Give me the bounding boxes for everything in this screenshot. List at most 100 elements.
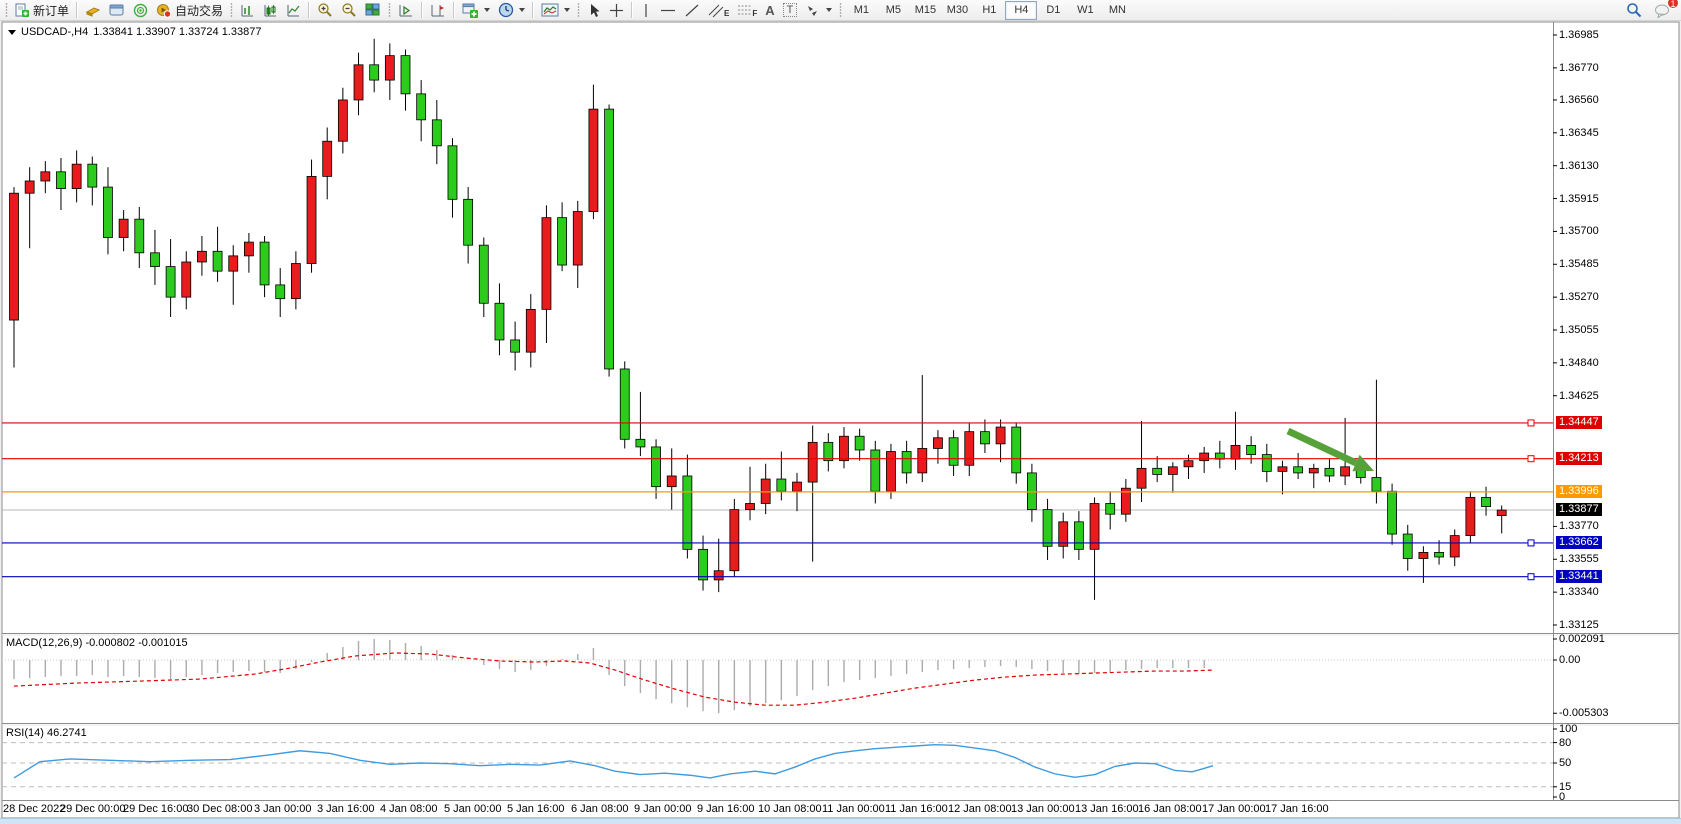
rsi-tick-label: 50 xyxy=(1559,757,1572,769)
price-level-badge: 1.33441 xyxy=(1556,570,1602,583)
new-chart-button[interactable] xyxy=(458,0,494,21)
timeframe-button-m30[interactable]: M30 xyxy=(946,4,969,16)
text-label-tool-button[interactable]: T xyxy=(779,0,802,21)
rsi-tick-label: 100 xyxy=(1559,723,1578,735)
toolbar-separator xyxy=(308,2,311,18)
horizontal-scrollbar[interactable] xyxy=(0,818,1681,824)
chart-shift-button[interactable] xyxy=(426,0,450,21)
templates-button[interactable] xyxy=(537,0,574,21)
timeframe-button-d1[interactable]: D1 xyxy=(1046,4,1061,16)
zoom-in-button[interactable] xyxy=(313,0,337,21)
horizontal-line-icon xyxy=(661,9,676,11)
timeframe-button-w1[interactable]: W1 xyxy=(1077,4,1094,16)
timeframe-button-m15[interactable]: M15 xyxy=(914,4,937,16)
chart-window[interactable] xyxy=(2,22,1679,818)
bar-chart-mode-button[interactable] xyxy=(236,0,259,21)
time-tick-label: 17 Jan 16:00 xyxy=(1265,803,1329,815)
toolbar-grip[interactable] xyxy=(229,3,235,17)
search-button[interactable] xyxy=(1622,0,1646,21)
macd-tick-label: 0.00 xyxy=(1559,654,1581,666)
equidistant-channel-tool-button[interactable]: E xyxy=(704,0,733,21)
toolbar-grip[interactable] xyxy=(4,3,9,17)
market-watch-button[interactable] xyxy=(81,0,105,21)
toolbar-separator xyxy=(76,2,79,18)
arrows-tool-button[interactable] xyxy=(801,0,836,21)
fibonacci-tool-button[interactable]: F xyxy=(733,0,761,21)
chart-title: USDCAD-,H4 1.33841 1.33907 1.33724 1.338… xyxy=(8,26,261,38)
tile-windows-icon xyxy=(365,3,380,16)
fibonacci-icon xyxy=(738,5,752,14)
price-tick-label: 1.33770 xyxy=(1559,520,1599,532)
crosshair-icon xyxy=(610,3,624,17)
time-tick-label: 3 Jan 00:00 xyxy=(254,803,312,815)
channel-icon xyxy=(708,4,724,17)
price-tick-label: 1.36560 xyxy=(1559,94,1599,106)
line-chart-mode-button[interactable] xyxy=(282,0,305,21)
horizontal-line-tool-button[interactable] xyxy=(656,0,680,21)
chart-shift-icon xyxy=(431,4,445,16)
toolbar-grip[interactable] xyxy=(387,3,393,17)
main-toolbar: 新订单 xyxy=(0,0,1681,21)
dropdown-arrow-icon xyxy=(826,8,833,12)
toolbar-grip[interactable] xyxy=(576,3,582,17)
time-tick-label: 9 Jan 00:00 xyxy=(634,803,692,815)
toolbar-grip[interactable] xyxy=(838,3,844,17)
price-level-badge: 1.33996 xyxy=(1556,485,1602,498)
chart-dropdown-icon[interactable] xyxy=(8,29,16,35)
toolbar-separator xyxy=(532,2,535,18)
price-tick-label: 1.35700 xyxy=(1559,225,1599,237)
time-tick-label: 17 Jan 00:00 xyxy=(1202,803,1266,815)
timeframe-button-m1[interactable]: M1 xyxy=(853,4,870,16)
timeframe-button-h1[interactable]: H1 xyxy=(982,4,997,16)
price-tick-label: 1.34625 xyxy=(1559,390,1599,402)
price-level-badge: 1.34447 xyxy=(1556,416,1602,429)
zoom-in-icon xyxy=(318,3,332,17)
cursor-tool-button[interactable] xyxy=(583,0,605,21)
text-tool-button[interactable]: A xyxy=(761,0,778,21)
rsi-tick-label: 0 xyxy=(1559,791,1566,803)
new-chart-icon xyxy=(462,3,479,18)
vertical-line-tool-button[interactable] xyxy=(636,0,656,21)
crosshair-tool-button[interactable] xyxy=(605,0,628,21)
time-tick-label: 5 Jan 16:00 xyxy=(507,803,565,815)
timeframe-switcher: M1 M5 M15 M30 H1 H4 D1 W1 MN xyxy=(845,0,1133,20)
auto-trading-label: 自动交易 xyxy=(175,3,224,18)
price-tick-label: 1.35270 xyxy=(1559,291,1599,303)
auto-scroll-icon xyxy=(399,4,413,16)
signals-button[interactable] xyxy=(129,0,152,21)
price-tick-label: 1.33340 xyxy=(1559,586,1599,598)
price-tick-label: 1.36985 xyxy=(1559,29,1599,41)
zoom-out-icon xyxy=(342,3,356,17)
time-tick-label: 3 Jan 16:00 xyxy=(317,803,375,815)
fibo-tool-letter: F xyxy=(752,9,758,18)
zoom-out-button[interactable] xyxy=(337,0,361,21)
auto-scroll-button[interactable] xyxy=(394,0,418,21)
price-tick-label: 1.36130 xyxy=(1559,160,1599,172)
timeframe-button-m5[interactable]: M5 xyxy=(885,4,902,16)
template-chart-icon xyxy=(541,3,559,17)
timeframe-button-h4[interactable]: H4 xyxy=(1005,0,1038,20)
auto-trading-button[interactable]: 自动交易 xyxy=(152,0,227,21)
chart-symbol-period: USDCAD-,H4 xyxy=(21,26,89,38)
new-order-button[interactable]: 新订单 xyxy=(11,0,73,21)
notifications-button[interactable]: 1 xyxy=(1650,0,1679,21)
gold-block-icon xyxy=(85,7,101,17)
price-tick-label: 1.35485 xyxy=(1559,258,1599,270)
toolbar-separator xyxy=(421,2,424,18)
dropdown-arrow-icon xyxy=(564,8,571,12)
signal-broadcast-icon xyxy=(133,3,148,17)
time-tick-label: 11 Jan 16:00 xyxy=(885,803,948,815)
candle-chart-mode-button[interactable] xyxy=(259,0,282,21)
timeframe-button-mn[interactable]: MN xyxy=(1108,4,1126,16)
tile-windows-button[interactable] xyxy=(361,0,385,21)
toolbar-separator xyxy=(453,2,456,18)
trendline-tool-button[interactable] xyxy=(680,0,704,21)
search-icon xyxy=(1627,3,1642,18)
time-tick-label: 29 Dec 16:00 xyxy=(123,803,189,815)
periods-button[interactable] xyxy=(494,0,529,21)
terminal-button[interactable] xyxy=(105,0,129,21)
price-level-badge: 1.33662 xyxy=(1556,536,1602,549)
time-tick-label: 28 Dec 2022 xyxy=(3,803,66,815)
time-tick-label: 13 Jan 16:00 xyxy=(1075,803,1139,815)
